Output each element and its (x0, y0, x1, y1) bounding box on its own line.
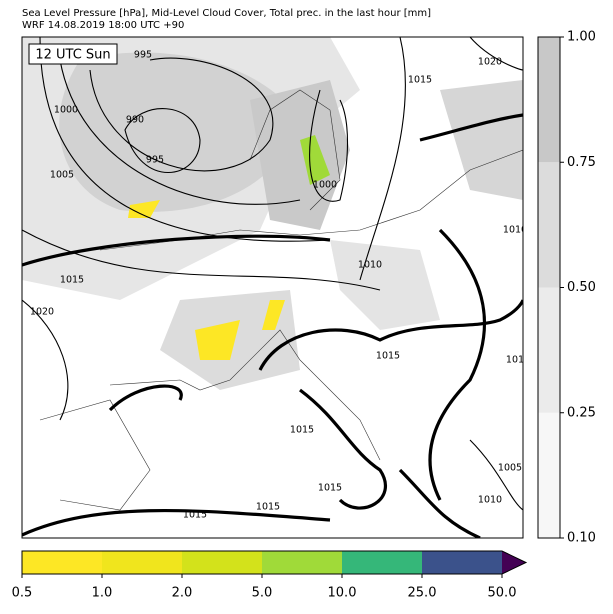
contour-label: 1000 (313, 180, 337, 191)
colorbar-band (422, 551, 502, 574)
contour-label: 990 (126, 115, 144, 126)
tick-label: 0.50 (567, 280, 596, 295)
contour-label: 1010 (478, 495, 502, 506)
colorbar-frame (21, 550, 528, 575)
contour-label: 1020 (30, 307, 54, 318)
tick-label: 0.5 (12, 586, 33, 601)
colorbar-band (538, 37, 560, 163)
tick-label: 0.75 (567, 155, 596, 170)
time-label: 12 UTC Sun (35, 48, 110, 63)
title: Sea Level Pressure [hPa], Mid-Level Clou… (22, 8, 431, 19)
subtitle: WRF 14.08.2019 18:00 UTC +90 (22, 20, 184, 31)
contour-label: 1005 (50, 170, 74, 181)
contour-label: 1010 (358, 260, 382, 271)
tick-label: 0.10 (567, 531, 596, 546)
tick-label: 1.00 (567, 30, 596, 45)
colorbar-band (538, 412, 560, 538)
colorbar-band (22, 551, 102, 574)
tick-label: 50.0 (488, 586, 517, 601)
colorbar-band (342, 551, 422, 574)
map: 995 1000 990 995 1005 1000 1015 1020 1010 1015 102… (22, 37, 530, 538)
time-box (28, 43, 118, 65)
contour-label: 1000 (54, 105, 78, 116)
tick-label: 2.0 (172, 586, 193, 601)
tick-label: 25.0 (408, 586, 437, 601)
contour-label: 1015 (183, 510, 207, 521)
contour-label: 1020 (478, 57, 502, 68)
colorbar-extend (502, 551, 526, 574)
contour-label: 1015 (318, 483, 342, 494)
contour-label: 995 (134, 50, 152, 61)
tick-label: 10.0 (328, 586, 357, 601)
contour-label: 1010 (503, 225, 527, 236)
contour-label: 1015 (408, 75, 432, 86)
tick-label: 0.25 (567, 405, 596, 420)
contour-label: 1005 (498, 463, 522, 474)
contour-label: 1015 (60, 275, 84, 286)
colorbar-band (182, 551, 262, 574)
contour-label: 1015 (376, 351, 400, 362)
colorbar-band (262, 551, 342, 574)
colorbar-band (102, 551, 182, 574)
contour-label: 1015 (290, 425, 314, 436)
map-frame (21, 36, 524, 539)
colorbar-band (538, 162, 560, 288)
contour-label: 1015 (506, 355, 530, 366)
contour-label: 1015 (256, 502, 280, 513)
colorbar-band (538, 287, 560, 413)
contour-label: 995 (146, 155, 164, 166)
tick-label: 1.0 (92, 586, 113, 601)
tick-label: 5.0 (252, 586, 273, 601)
